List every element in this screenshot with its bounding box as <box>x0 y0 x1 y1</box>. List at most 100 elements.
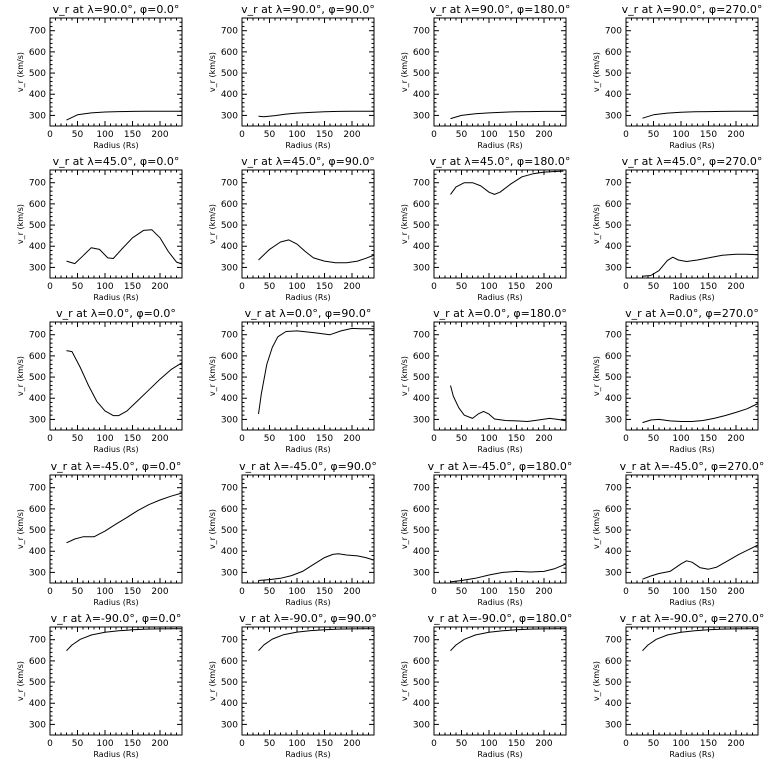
x-axis-label: Radius (Rs) <box>477 141 522 150</box>
x-tick-label: 200 <box>151 739 168 749</box>
x-tick-label: 200 <box>151 130 168 140</box>
y-axis-label: v_r (km/s) <box>400 52 409 92</box>
x-axis-label: Radius (Rs) <box>669 293 714 302</box>
y-tick-label: 600 <box>29 352 46 362</box>
subplot: v_r at λ=45.0°, φ=90.0° 0 50 100 150 200 300 40… <box>208 155 375 302</box>
subplot: v_r at λ=-45.0°, φ=0.0° 0 50 100 150 200 300 40… <box>16 460 183 607</box>
plot-title: v_r at λ=90.0°, φ=90.0° <box>241 3 375 16</box>
y-tick-label: 600 <box>605 657 622 667</box>
x-tick-label: 200 <box>343 130 360 140</box>
y-axis-label: v_r (km/s) <box>592 509 601 549</box>
y-tick-label: 300 <box>413 415 430 425</box>
plot-title: v_r at λ=45.0°, φ=180.0° <box>430 155 571 168</box>
y-tick-label: 500 <box>29 69 46 79</box>
subplot: v_r at λ=0.0°, φ=90.0° 0 50 100 150 200 300 400… <box>208 307 375 454</box>
x-tick-label: 50 <box>456 130 468 140</box>
y-tick-label: 300 <box>221 720 238 730</box>
x-tick-label: 0 <box>47 130 53 140</box>
x-tick-label: 100 <box>96 739 113 749</box>
x-tick-label: 0 <box>623 282 629 292</box>
y-tick-label: 300 <box>29 720 46 730</box>
y-tick-label: 300 <box>221 415 238 425</box>
plot-title: v_r at λ=90.0°, φ=0.0° <box>53 3 180 16</box>
plot-frame <box>433 17 567 127</box>
subplot: v_r at λ=0.0°, φ=270.0° 0 50 100 150 200 300 40… <box>592 307 759 454</box>
y-tick-label: 700 <box>413 27 430 37</box>
subplot: v_r at λ=45.0°, φ=270.0° 0 50 100 150 200 300 4… <box>592 155 762 302</box>
y-axis-label: v_r (km/s) <box>400 204 409 244</box>
subplot: v_r at λ=90.0°, φ=270.0° 0 50 100 150 200 300 4… <box>592 3 762 150</box>
y-tick-label: 700 <box>221 179 238 189</box>
x-tick-label: 150 <box>700 282 717 292</box>
y-tick-label: 500 <box>29 221 46 231</box>
x-tick-label: 150 <box>508 434 525 444</box>
y-axis-label: v_r (km/s) <box>208 52 217 92</box>
x-axis-label: Radius (Rs) <box>477 445 522 454</box>
y-tick-label: 700 <box>413 179 430 189</box>
velocity-line <box>450 110 566 120</box>
x-axis-label: Radius (Rs) <box>93 141 138 150</box>
y-tick-label: 400 <box>221 547 238 557</box>
x-tick-label: 50 <box>648 739 660 749</box>
x-tick-label: 200 <box>151 282 168 292</box>
x-axis-label: Radius (Rs) <box>669 445 714 454</box>
y-axis-label: v_r (km/s) <box>16 356 25 396</box>
subplot: v_r at λ=-90.0°, φ=180.0° 0 50 100 150 200 300… <box>400 612 572 759</box>
y-tick-label: 600 <box>413 505 430 515</box>
velocity-line <box>450 563 567 583</box>
y-tick-label: 600 <box>605 505 622 515</box>
y-tick-label: 600 <box>221 48 238 58</box>
x-tick-label: 100 <box>480 434 497 444</box>
y-tick-label: 400 <box>605 394 622 404</box>
y-tick-label: 500 <box>413 678 430 688</box>
x-tick-label: 200 <box>727 587 744 597</box>
plot-title: v_r at λ=45.0°, φ=0.0° <box>53 155 180 168</box>
x-tick-label: 50 <box>72 282 84 292</box>
y-tick-label: 300 <box>29 263 46 273</box>
y-tick-label: 600 <box>221 352 238 362</box>
x-tick-label: 200 <box>343 587 360 597</box>
x-tick-label: 50 <box>72 587 84 597</box>
y-tick-label: 500 <box>413 526 430 536</box>
x-tick-label: 50 <box>648 130 660 140</box>
y-tick-label: 600 <box>29 48 46 58</box>
y-tick-label: 500 <box>605 69 622 79</box>
plot-title: v_r at λ=0.0°, φ=180.0° <box>433 307 567 320</box>
subplot: v_r at λ=-90.0°, φ=0.0° 0 50 100 150 200 300 40… <box>16 612 183 759</box>
y-tick-label: 700 <box>605 636 622 646</box>
y-tick-label: 400 <box>413 90 430 100</box>
y-tick-label: 400 <box>221 394 238 404</box>
y-tick-label: 500 <box>605 526 622 536</box>
velocity-line <box>66 492 183 544</box>
subplot: v_r at λ=45.0°, φ=180.0° 0 50 100 150 200 300 4… <box>400 155 570 302</box>
y-tick-label: 700 <box>413 636 430 646</box>
x-tick-label: 100 <box>480 739 497 749</box>
x-tick-label: 150 <box>124 587 141 597</box>
x-tick-label: 100 <box>672 282 689 292</box>
y-tick-label: 300 <box>605 111 622 121</box>
y-tick-label: 400 <box>605 699 622 709</box>
x-tick-label: 200 <box>535 739 552 749</box>
y-tick-label: 700 <box>221 484 238 494</box>
y-tick-label: 300 <box>605 568 622 578</box>
y-tick-label: 400 <box>29 394 46 404</box>
y-tick-label: 600 <box>413 200 430 210</box>
x-tick-label: 100 <box>288 587 305 597</box>
y-tick-label: 600 <box>605 48 622 58</box>
x-tick-label: 100 <box>288 739 305 749</box>
x-tick-label: 50 <box>264 434 276 444</box>
x-tick-label: 50 <box>456 434 468 444</box>
plot-frame <box>433 169 567 279</box>
subplot: v_r at λ=90.0°, φ=90.0° 0 50 100 150 200 300 40… <box>208 3 375 150</box>
x-tick-label: 0 <box>47 739 53 749</box>
subplot: v_r at λ=0.0°, φ=180.0° 0 50 100 150 200 300 40… <box>400 307 567 454</box>
y-tick-label: 700 <box>221 27 238 37</box>
x-tick-label: 200 <box>343 434 360 444</box>
plot-title: v_r at λ=0.0°, φ=270.0° <box>625 307 759 320</box>
x-tick-label: 150 <box>700 587 717 597</box>
y-tick-label: 700 <box>29 636 46 646</box>
y-tick-label: 700 <box>605 179 622 189</box>
y-tick-label: 700 <box>29 331 46 341</box>
